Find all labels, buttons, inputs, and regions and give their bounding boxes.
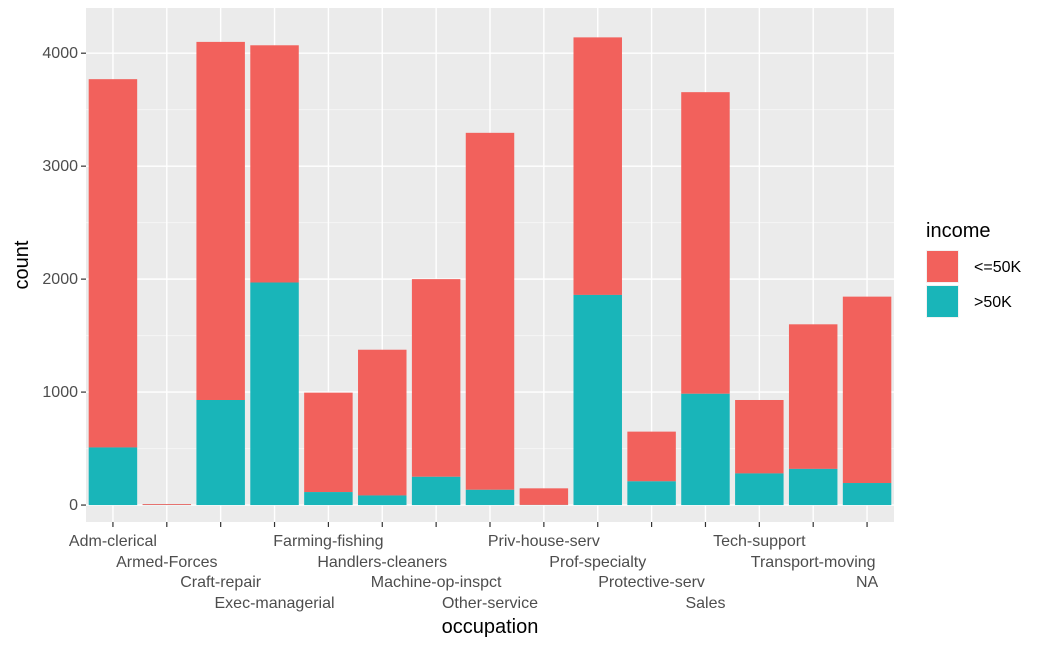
bar-gt50k-prof-specialty <box>573 294 622 506</box>
x-tick-label: Tech-support <box>713 533 806 550</box>
bar-gt50k-protective-serv <box>627 481 676 506</box>
bar-le50k-machine-op-inspct <box>411 279 461 477</box>
y-tick-label: 3000 <box>42 158 78 175</box>
y-axis-title: count <box>11 240 33 289</box>
bar-gt50k-na <box>842 483 892 506</box>
bar-le50k-armed-forces <box>142 504 192 505</box>
x-tick-label: Machine-op-inspct <box>371 574 502 591</box>
bar-gt50k-craft-repair <box>196 399 245 506</box>
y-tick-label: 2000 <box>42 271 78 288</box>
x-axis: Adm-clerical Armed-Forces Craft-repair Exec… <box>69 522 879 612</box>
x-tick-label: Exec-managerial <box>215 595 335 612</box>
bar-le50k-craft-repair <box>196 41 245 400</box>
bar-gt50k-adm-clerical <box>88 447 138 506</box>
x-tick-label: Farming-fishing <box>273 533 383 550</box>
x-axis-title: occupation <box>442 616 539 638</box>
legend: income <=50K >50K <box>926 220 1021 318</box>
bar-le50k-adm-clerical <box>88 79 138 448</box>
y-axis: 0 1000 2000 3000 4000 <box>42 45 86 514</box>
bar-le50k-farming-fishing <box>304 392 353 493</box>
legend-label: <=50K <box>974 259 1021 276</box>
bar-gt50k-transport-moving <box>788 468 838 506</box>
bar-gt50k-other-service <box>465 489 515 506</box>
legend-swatch <box>927 251 958 282</box>
x-tick-label: Other-service <box>442 595 538 612</box>
y-tick-label: 0 <box>69 497 78 514</box>
bar-le50k-protective-serv <box>627 431 676 482</box>
x-tick-label: Priv-house-serv <box>488 533 600 550</box>
bar-le50k-prof-specialty <box>573 37 622 295</box>
y-tick-label: 1000 <box>42 384 78 401</box>
x-tick-label: Handlers-cleaners <box>317 554 447 571</box>
bar-le50k-na <box>842 296 892 484</box>
legend-swatch <box>927 286 958 317</box>
bar-le50k-exec-managerial <box>250 45 299 283</box>
bar-le50k-tech-support <box>735 399 784 474</box>
bar-gt50k-machine-op-inspct <box>411 476 461 506</box>
legend-label: >50K <box>974 294 1012 311</box>
y-tick-label: 4000 <box>42 45 78 62</box>
legend-title: income <box>926 220 990 242</box>
bar-le50k-priv-house-serv <box>519 488 569 505</box>
bar-gt50k-sales <box>681 393 730 506</box>
bar-gt50k-tech-support <box>735 473 784 506</box>
bar-gt50k-exec-managerial <box>250 282 299 506</box>
bar-gt50k-farming-fishing <box>304 492 353 506</box>
x-tick-label: Armed-Forces <box>116 554 217 571</box>
x-tick-label: Adm-clerical <box>69 533 157 550</box>
x-tick-label: Craft-repair <box>180 574 262 591</box>
x-tick-label: Prof-specialty <box>549 554 646 571</box>
bar-gt50k-handlers-cleaners <box>358 495 407 506</box>
bar-le50k-transport-moving <box>788 324 838 469</box>
x-tick-label: NA <box>856 574 879 591</box>
x-tick-label: Protective-serv <box>598 574 705 591</box>
bars <box>88 37 892 506</box>
x-tick-label: Transport-moving <box>751 554 876 571</box>
x-tick-label: Sales <box>685 595 725 612</box>
bar-le50k-handlers-cleaners <box>358 349 407 496</box>
bar-le50k-sales <box>681 92 730 394</box>
bar-le50k-other-service <box>465 132 515 490</box>
